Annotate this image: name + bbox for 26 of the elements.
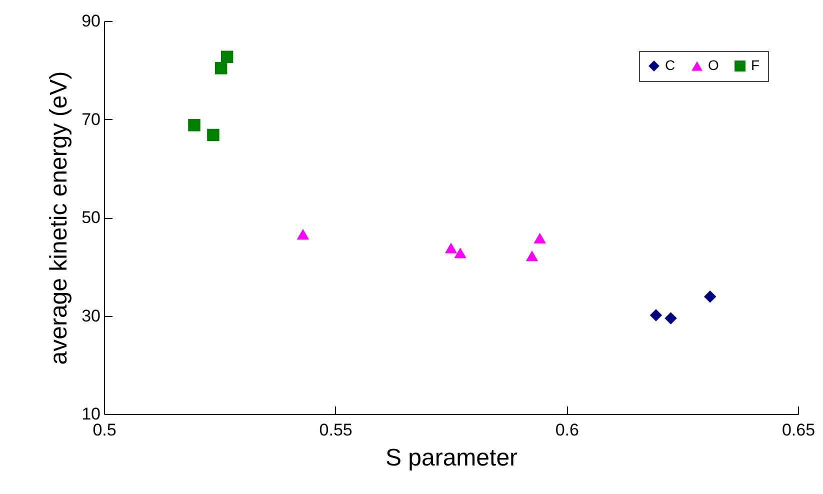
y-tick-label: 30 [82, 306, 100, 326]
point [214, 62, 228, 74]
point [650, 309, 662, 322]
point [296, 228, 310, 240]
y-tick-label: 70 [82, 110, 100, 129]
point [664, 312, 677, 324]
x-tick-label: 0.65 [782, 420, 816, 440]
y-tick-label: 90 [82, 12, 100, 30]
point [444, 242, 458, 254]
point [454, 248, 466, 258]
point [207, 128, 220, 142]
x-tick-label: 0.5 [92, 420, 116, 440]
legend-label: F [751, 57, 760, 73]
y-tick-label: 50 [82, 208, 100, 227]
point [534, 232, 546, 244]
y-axis-title: average kinetic energy (eV) [46, 71, 73, 365]
y-tick-label: 10 [82, 404, 100, 424]
point [220, 50, 234, 63]
point [188, 119, 200, 132]
legend-label: O [708, 57, 719, 73]
point [526, 250, 538, 262]
legend-label: C [665, 57, 676, 73]
point [704, 290, 716, 303]
x-axis-title: S parameter [385, 444, 518, 472]
x-tick-label: 0.6 [555, 420, 579, 440]
x-tick-label: 0.55 [319, 420, 352, 440]
